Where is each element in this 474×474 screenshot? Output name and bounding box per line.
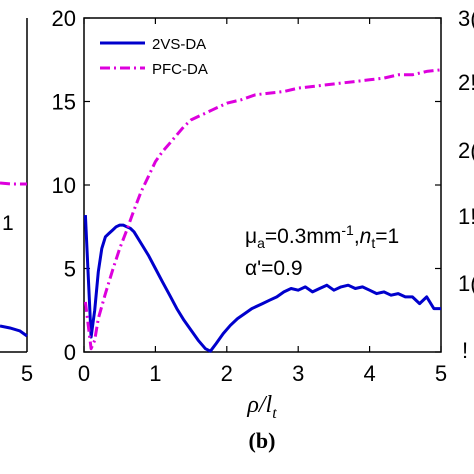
left-panel-fragment: 1 5 xyxy=(0,18,33,386)
right-panel-y-tick-25: 2! xyxy=(458,70,474,95)
left-panel-line-2vs-da xyxy=(0,324,28,338)
series-line-pfc-da xyxy=(83,68,442,351)
series-line-2vs-da xyxy=(83,215,441,353)
y-tick-label-20: 20 xyxy=(52,6,76,31)
right-panel-y-tick-15: 1! xyxy=(458,204,474,229)
x-tick-label-3: 3 xyxy=(292,361,304,386)
x-tick-label-2: 2 xyxy=(221,361,233,386)
legend: 2VS-DA PFC-DA xyxy=(100,36,208,78)
y-tick-label-10: 10 xyxy=(52,173,76,198)
panel-label: (b) xyxy=(249,428,276,453)
legend-label-2vs-da: 2VS-DA xyxy=(152,36,206,53)
x-tick-label-1: 1 xyxy=(149,361,161,386)
y-tick-label-0: 0 xyxy=(64,340,76,365)
y-tick-label-15: 15 xyxy=(52,90,76,115)
annotation-line-2: α'=0.9 xyxy=(245,257,303,280)
right-panel-y-tick-20: 2( xyxy=(458,138,474,163)
legend-label-pfc-da: PFC-DA xyxy=(152,61,208,78)
x-tick-label-5: 5 xyxy=(435,361,447,386)
x-tick-label-4: 4 xyxy=(363,361,375,386)
annotation-line-1: μa=0.3mm-1,nt=1 xyxy=(245,222,399,251)
right-panel-y-tick-30: 3( xyxy=(458,6,474,31)
left-panel-x-tick-5: 5 xyxy=(21,361,33,386)
y-tick-label-5: 5 xyxy=(64,257,76,282)
plot-axes-box xyxy=(83,17,442,353)
x-tick-label-0: 0 xyxy=(78,361,90,386)
right-panel-y-tick-10: 1( xyxy=(458,271,474,296)
right-panel-fragment: 3( 2! 2( 1! 1( ! xyxy=(458,6,474,363)
left-panel-line-pfc-da xyxy=(0,181,27,186)
right-panel-y-tick-5: ! xyxy=(462,338,468,363)
x-axis-label: ρ/lt xyxy=(246,392,277,422)
plot-frame xyxy=(83,17,442,353)
left-panel-annotation: 1 xyxy=(2,212,14,235)
series-layer xyxy=(83,68,442,353)
axis-ticks: 0 1 2 3 4 5 0 5 10 15 20 xyxy=(52,6,448,386)
